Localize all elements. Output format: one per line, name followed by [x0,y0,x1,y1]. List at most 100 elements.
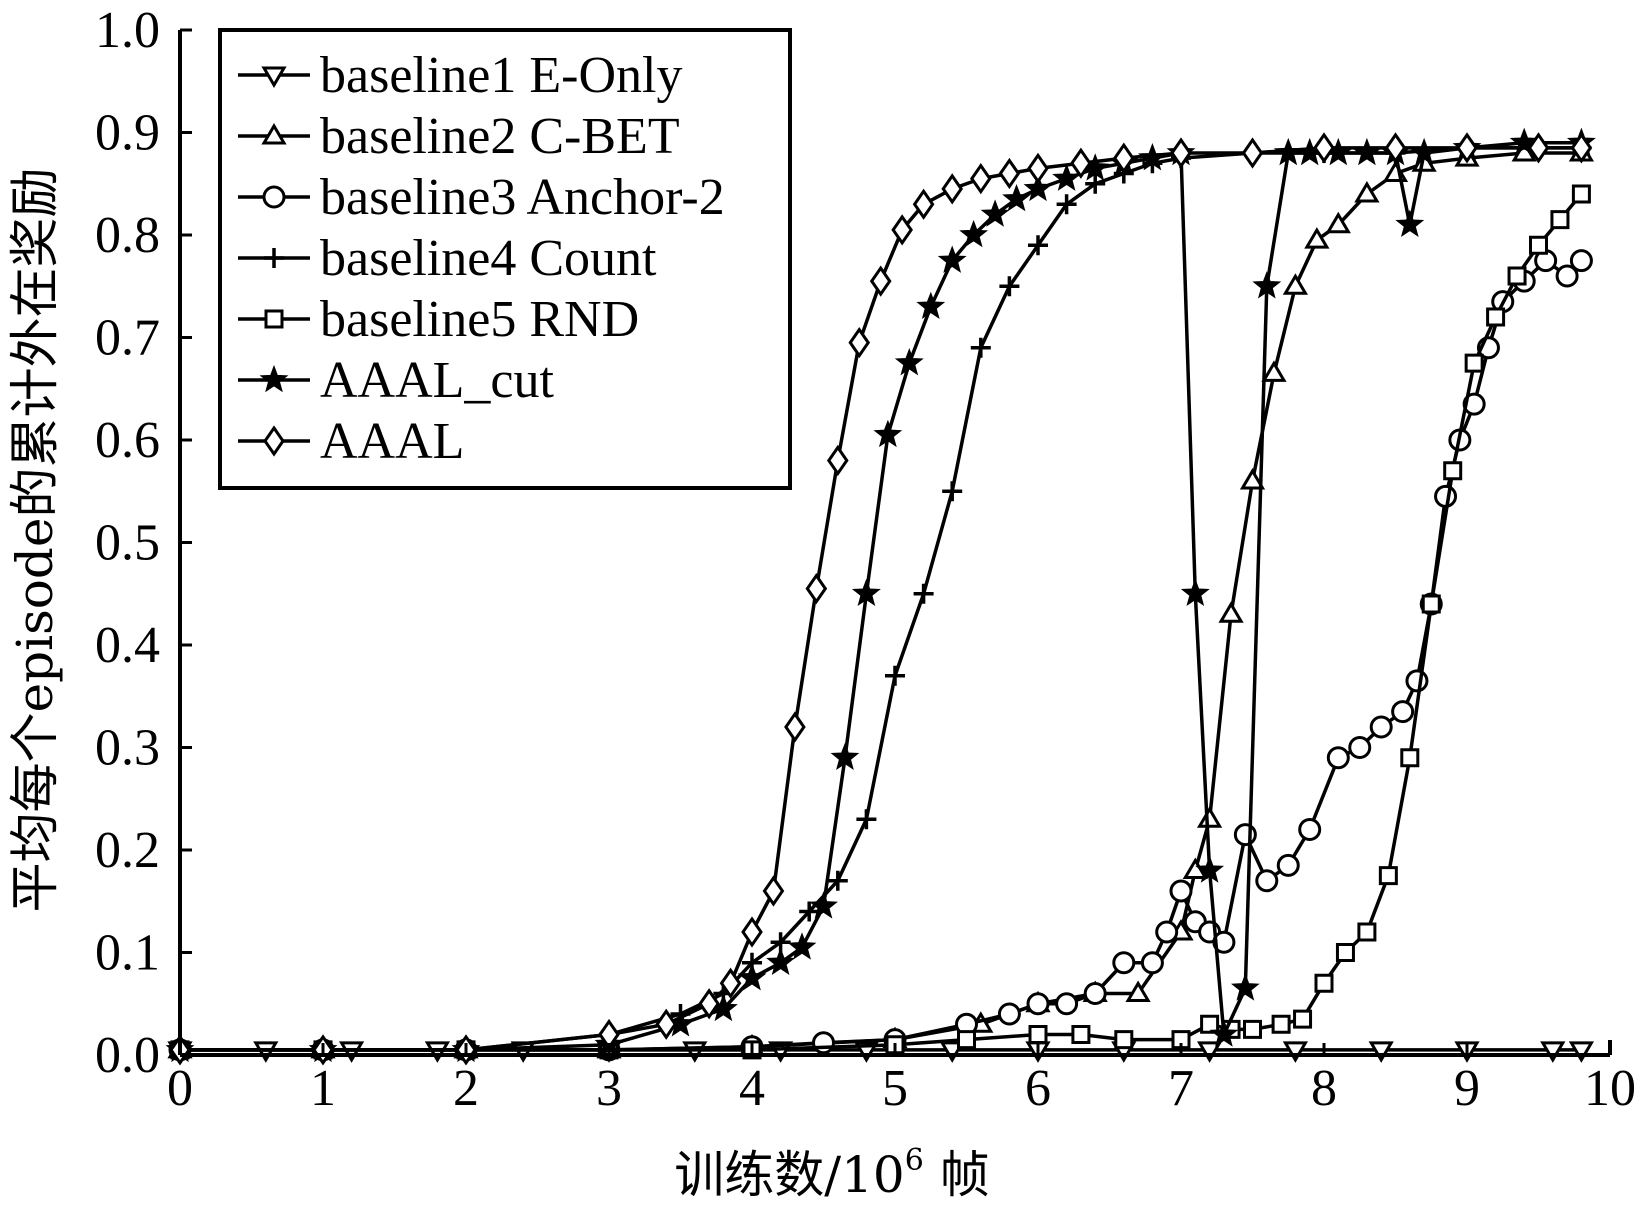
data-point [1125,980,1151,1002]
legend-box [218,28,792,490]
data-point [1507,266,1527,286]
data-point [1443,461,1463,481]
legend-marker [261,123,287,145]
data-point [1028,1025,1048,1044]
data-point [1571,184,1591,204]
x-tick-label: 3 [596,1060,622,1117]
legend-label: baseline1 E-Only [320,47,682,104]
data-point [1241,137,1264,169]
data-point [1233,823,1257,847]
y-tick-label: 0.4 [95,617,160,674]
data-point [1180,578,1210,607]
data-point [885,665,905,686]
data-point [1027,152,1049,185]
data-point [826,444,849,477]
y-tick-label: 0.7 [95,310,160,367]
y-tick-label: 0.6 [95,412,160,469]
data-point [1304,227,1330,249]
data-point [1570,132,1593,164]
data-point [1298,818,1322,841]
x-axis-title: 训练数/106 帧 [674,1143,989,1204]
data-point [1282,1041,1309,1063]
legend-marker [262,185,286,209]
data-point [719,967,742,999]
y-tick-label: 0.5 [95,515,160,572]
legend-label: AAAL_cut [320,352,555,409]
data-point [873,419,903,448]
data-point [1071,1025,1091,1044]
data-point [1169,879,1193,903]
data-point [1282,273,1309,295]
data-point [1209,1019,1239,1047]
data-point [969,162,992,195]
data-point [1400,748,1420,768]
x-tick-label: 9 [1454,1060,1480,1117]
legend-label: baseline5 RND [320,291,639,348]
data-point [1569,249,1593,273]
y-tick-label: 0.1 [95,925,160,982]
data-point [827,870,848,891]
data-point [741,916,763,948]
data-point [999,276,1020,297]
data-point [1271,1014,1291,1034]
data-point [1357,922,1377,942]
legend-item: baseline3 Anchor-2 [238,169,725,226]
x-axis-title-main: 训练数/10 [674,1146,904,1204]
y-tick-label: 0.2 [95,822,160,879]
data-point [698,988,720,1020]
data-point [942,481,963,502]
data-point [869,265,892,297]
plot-area [165,127,1596,1066]
data-point [1112,951,1136,975]
x-tick-label: 1 [310,1060,336,1117]
data-point [1056,194,1077,215]
data-point [1368,1041,1394,1063]
legend-label: baseline2 C-BET [320,108,680,165]
data-point [1352,137,1382,166]
legend-label: baseline4 Count [320,230,657,287]
data-point [1140,951,1164,975]
data-point [1023,173,1053,202]
data-point [1462,392,1486,416]
legend-marker [259,364,289,393]
data-point [851,578,881,607]
data-point [997,1002,1021,1026]
data-point [787,932,817,960]
data-point [1055,992,1079,1016]
data-point [1196,806,1223,828]
data-point [970,337,991,358]
series-5 [170,184,1591,1060]
data-point [809,891,838,919]
data-point [1527,132,1550,164]
data-point [1384,132,1407,164]
x-tick-label: 5 [882,1060,908,1117]
data-point [1395,209,1425,238]
data-point [1243,1019,1262,1039]
data-point [1335,943,1355,962]
x-tick-label: 8 [1311,1060,1337,1117]
x-tick-label: 2 [453,1060,479,1117]
x-tick-label: 6 [1025,1060,1051,1117]
data-point [1052,163,1082,191]
data-point [805,572,828,605]
data-point [830,742,860,771]
data-point [957,1030,976,1050]
data-point [916,291,946,320]
data-point [1313,132,1335,164]
data-point [1114,1030,1134,1050]
x-axis-title-unit: 帧 [924,1146,990,1204]
data-point [998,157,1021,190]
y-axis-title: 平均每个episode的累计外在奖励 [6,168,64,913]
series-3 [168,249,1593,1062]
legend-label: baseline3 Anchor-2 [320,169,725,226]
legend-marker [264,248,284,268]
data-point [1026,992,1050,1016]
data-point [1391,700,1415,724]
legend-item: baseline1 E-Only [238,47,682,104]
legend-marker [264,309,284,329]
y-tick-label: 0.0 [95,1027,160,1084]
data-point [766,947,796,976]
x-tick-label: 10 [1584,1060,1636,1117]
legend-marker [263,425,285,457]
